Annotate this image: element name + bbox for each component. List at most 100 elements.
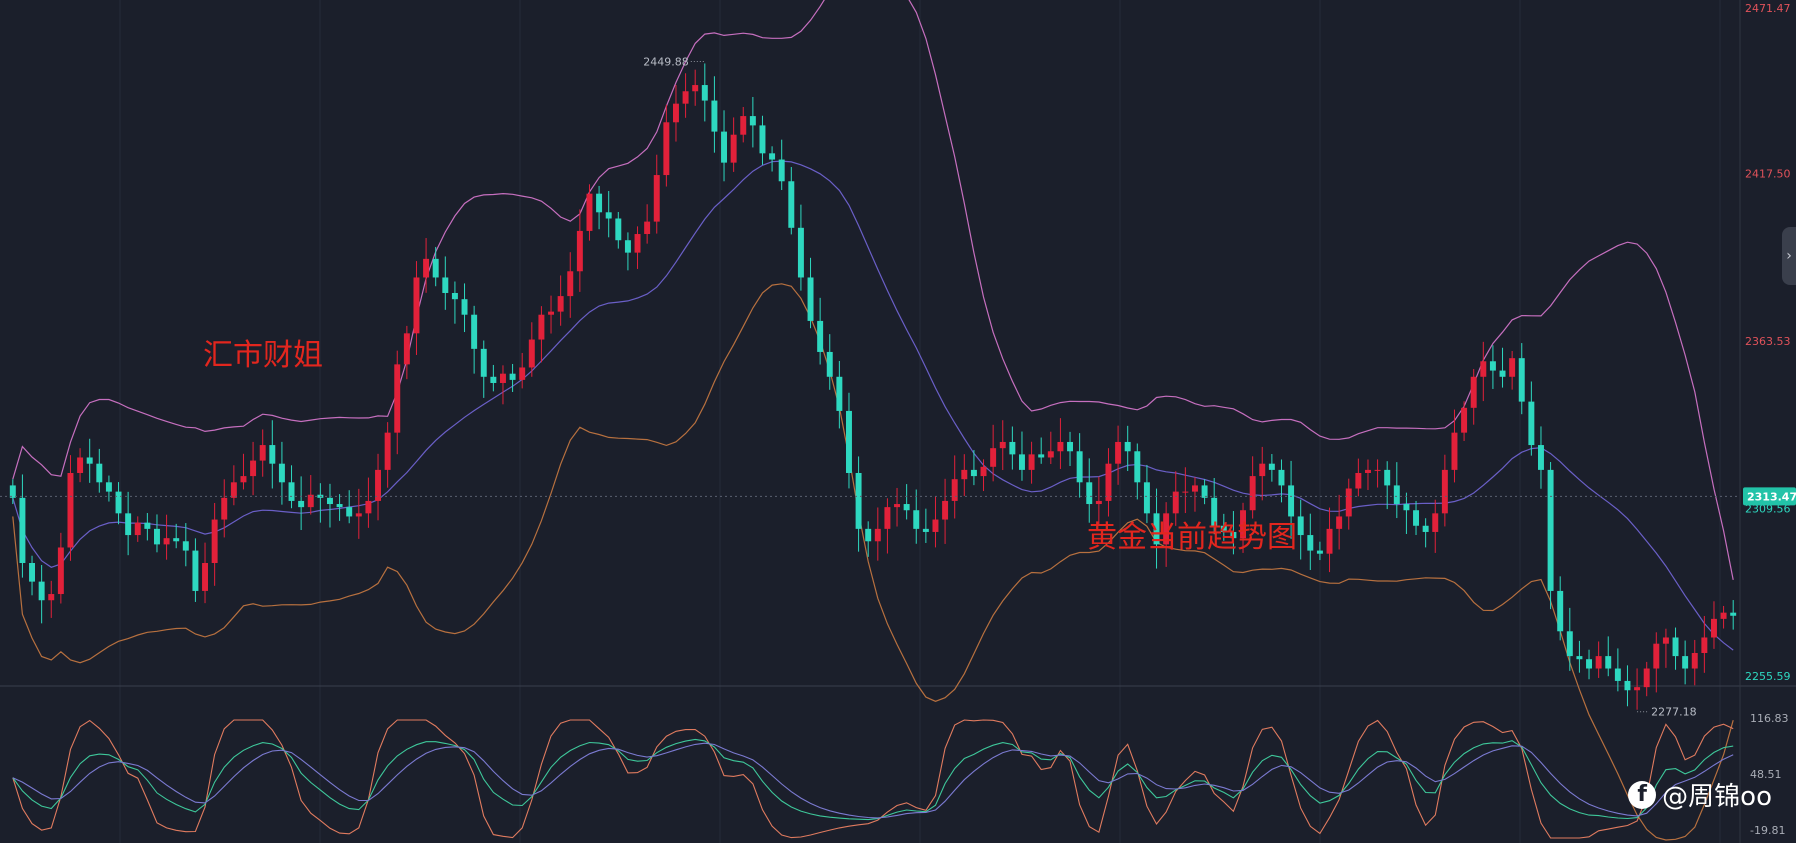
candle <box>278 441 285 505</box>
candle <box>403 325 410 380</box>
candle <box>999 420 1006 471</box>
candle-body <box>1537 445 1544 470</box>
last-price-label: 2313.47 <box>1747 490 1796 503</box>
candle-body <box>490 376 497 383</box>
candle <box>38 565 45 624</box>
last-price-badge <box>1743 487 1796 506</box>
candle-body <box>980 466 987 477</box>
candle <box>173 523 180 549</box>
candle-body <box>1614 668 1621 681</box>
candle <box>77 448 84 483</box>
candle <box>336 494 343 521</box>
candle <box>221 479 228 538</box>
candle-body <box>644 221 651 235</box>
candle <box>855 456 862 552</box>
candle <box>1432 499 1439 553</box>
candle-body <box>596 193 603 213</box>
candle <box>1393 462 1400 519</box>
candle <box>865 521 872 557</box>
candle-body <box>451 292 458 300</box>
candle <box>1643 661 1650 697</box>
candle-body <box>432 258 439 278</box>
candle-body <box>67 472 74 548</box>
candle <box>211 502 218 586</box>
candle <box>19 474 26 578</box>
candle <box>1653 632 1660 693</box>
candle <box>634 226 641 269</box>
collapse-panel-button[interactable]: › <box>1782 227 1796 285</box>
candle <box>874 507 881 561</box>
price-tick-label: 2417.50 <box>1745 168 1791 181</box>
brand-label: @周锦oo <box>1662 782 1772 812</box>
candle-body <box>932 519 939 532</box>
candle-body <box>1470 376 1477 408</box>
osc-line-j <box>12 742 1734 819</box>
candle-body <box>1480 361 1487 377</box>
candle-body <box>403 333 410 365</box>
candle-body <box>250 460 257 477</box>
candle <box>269 420 276 489</box>
candle-body <box>442 277 449 293</box>
candle-body <box>1259 463 1266 477</box>
candle-body <box>1067 441 1074 452</box>
candle-body <box>202 562 209 591</box>
candle <box>1518 343 1525 415</box>
candle <box>672 84 679 142</box>
candle-body <box>788 181 795 228</box>
candle <box>1557 576 1564 641</box>
candle <box>1220 513 1227 541</box>
candle-body <box>1672 637 1679 657</box>
candle-body <box>682 91 689 104</box>
candle <box>442 256 449 310</box>
candle <box>1480 341 1487 402</box>
candle <box>797 204 804 291</box>
candle <box>115 482 122 525</box>
candle <box>326 483 333 528</box>
candle-body <box>538 314 545 340</box>
candle-body <box>1163 513 1170 545</box>
candle <box>1297 499 1304 560</box>
candle <box>1105 448 1112 517</box>
candle-body <box>1009 441 1016 455</box>
candle <box>394 350 401 455</box>
candle-body <box>855 472 862 529</box>
candle-body <box>701 85 708 101</box>
candle <box>1259 446 1266 501</box>
candle <box>1326 507 1333 573</box>
candle-body <box>586 193 593 231</box>
candle-body <box>1038 454 1045 458</box>
candle-body <box>1018 454 1025 470</box>
osc-tick-label: 48.51 <box>1750 768 1782 781</box>
candle-body <box>874 528 881 542</box>
candle-body <box>1288 485 1295 517</box>
price-tick-label: 2255.59 <box>1745 670 1791 683</box>
candle-body <box>1557 590 1564 632</box>
candle <box>105 475 112 502</box>
candle-body <box>471 314 478 349</box>
candle-body <box>1076 451 1083 483</box>
candle <box>355 488 362 539</box>
candle-body <box>1278 469 1285 486</box>
candle <box>596 185 603 230</box>
candle <box>57 532 64 604</box>
candle <box>1268 454 1275 482</box>
candle <box>1710 601 1717 649</box>
candle <box>48 580 55 618</box>
candle-body <box>336 504 343 508</box>
candle-body <box>1384 469 1391 486</box>
candle <box>1730 600 1737 630</box>
candle-body <box>307 494 314 508</box>
candle <box>134 516 141 542</box>
candle-body <box>461 299 468 315</box>
candle <box>1470 369 1477 425</box>
candle-body <box>1364 469 1371 473</box>
candle <box>1153 488 1160 569</box>
candle <box>230 465 237 506</box>
candle <box>202 542 209 604</box>
candle-body <box>278 463 285 483</box>
osc-line-k <box>12 719 1734 839</box>
candle-body <box>845 410 852 473</box>
candle <box>1018 431 1025 481</box>
candle <box>125 491 132 556</box>
facebook-icon: f <box>1628 780 1657 809</box>
